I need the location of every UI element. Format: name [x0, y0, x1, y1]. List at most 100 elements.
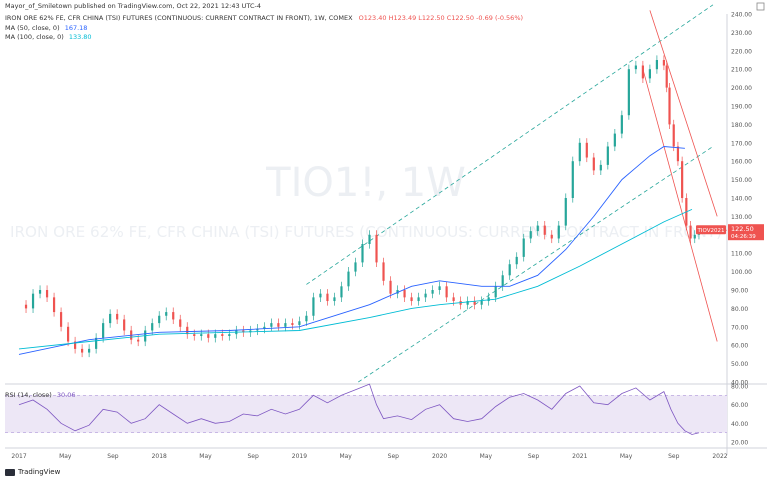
candle: [66, 326, 70, 342]
candle: [242, 330, 245, 333]
symbol-badge: TIOV2021: [697, 228, 725, 234]
candle: [102, 323, 105, 338]
rsi-tick-label: 20.00: [731, 440, 748, 447]
price-tick-label: 210.00: [731, 67, 752, 74]
price-tick-label: 50.00: [731, 361, 748, 368]
candle: [564, 198, 567, 226]
time-tick-label: 2018: [152, 453, 167, 460]
tradingview-icon: [5, 468, 15, 476]
candle: [45, 290, 49, 298]
time-tick-label: 2020: [432, 453, 447, 460]
candle: [487, 297, 490, 302]
candle: [270, 323, 273, 327]
ma50-legend[interactable]: MA (50, close, 0) 167.18: [5, 24, 87, 32]
settings-icon: [756, 2, 765, 11]
candle: [73, 341, 77, 349]
time-tick-label: Sep: [247, 453, 259, 460]
candle: [501, 275, 504, 287]
candle: [116, 313, 119, 320]
time-tick-label: 2017: [11, 453, 26, 460]
price-tick-label: 160.00: [731, 159, 752, 166]
candle: [452, 297, 455, 302]
candle: [305, 315, 308, 322]
price-badge-bg: [728, 224, 764, 241]
price-tick-label: 180.00: [731, 122, 752, 129]
candle: [340, 286, 343, 298]
candle: [571, 161, 574, 198]
rsi-tick-label: 40.00: [731, 421, 748, 428]
candle: [431, 290, 434, 294]
candle: [38, 290, 42, 294]
candle: [578, 142, 581, 162]
time-tick-label: Sep: [107, 453, 119, 460]
rsi-tick-label: 80.00: [731, 384, 748, 391]
candle: [655, 60, 659, 70]
time-tick-label: 2021: [572, 453, 587, 460]
candle: [179, 319, 182, 327]
rsi-value: 30.06: [56, 391, 76, 399]
candle: [165, 312, 168, 316]
candle: [665, 65, 668, 88]
candle: [347, 271, 350, 287]
candle: [284, 323, 287, 327]
price-tick-label: 230.00: [731, 30, 752, 37]
candle: [95, 337, 98, 349]
candle: [627, 69, 630, 116]
candle: [515, 256, 518, 265]
watermark-ticker: TIO1!, 1W: [265, 160, 466, 206]
candle: [424, 293, 427, 298]
candle: [536, 225, 539, 232]
ma50-line: [18, 146, 685, 355]
candle: [403, 290, 406, 298]
price-tick-label: 80.00: [731, 306, 748, 313]
candle: [689, 225, 692, 239]
candle: [480, 301, 483, 305]
candle: [668, 87, 671, 125]
candle: [172, 312, 175, 320]
candle: [361, 244, 364, 263]
price-tick-label: 130.00: [731, 214, 752, 221]
time-tick-label: Sep: [668, 453, 680, 460]
time-tick-label: May: [339, 453, 352, 460]
candle: [494, 286, 497, 298]
price-tick-label: 170.00: [731, 140, 752, 147]
price-tick-label: 70.00: [731, 324, 748, 331]
channel-lower-line: [358, 146, 714, 383]
candle: [52, 297, 56, 313]
ma50-label: MA (50, close, 0): [5, 24, 60, 32]
candle: [543, 225, 546, 235]
price-tick-label: 150.00: [731, 177, 752, 184]
candle: [382, 262, 385, 281]
ma100-value: 133.80: [68, 33, 92, 41]
candle: [634, 65, 637, 70]
price-tick-label: 40.00: [731, 380, 748, 387]
candle: [109, 313, 112, 324]
candle: [256, 328, 259, 331]
candle: [445, 286, 448, 298]
price-tick-label: 140.00: [731, 196, 752, 203]
publisher-line: Mayor_of_Smiletown published on TradingV…: [5, 2, 262, 10]
candle: [438, 286, 441, 290]
time-tick-label: May: [480, 453, 493, 460]
brand-label: TradingView: [18, 468, 61, 476]
downtrend-upper-line: [649, 10, 718, 217]
candle: [200, 334, 203, 336]
downtrend-lower-line: [642, 69, 718, 342]
rsi-band: [5, 395, 727, 433]
watermark-name: IRON ORE 62% FE, CFR CHINA (TSI) FUTURES…: [10, 223, 722, 241]
ma100-legend[interactable]: MA (100, close, 0) 133.80: [5, 33, 92, 41]
time-tick-label: May: [620, 453, 633, 460]
candle: [662, 60, 666, 66]
price-tick-label: 200.00: [731, 85, 752, 92]
tradingview-logo[interactable]: TradingView: [5, 468, 60, 476]
rsi-legend[interactable]: RSI (14, close) 30.06: [5, 391, 76, 399]
candle: [529, 231, 532, 239]
candle: [620, 115, 623, 134]
candle: [606, 146, 609, 165]
channel-upper-line: [306, 4, 714, 285]
candle: [123, 319, 126, 331]
symbol-badge-bg: [696, 225, 726, 235]
ohlc-values: O123.40 H123.49 L122.50 C122.50 -0.69 (-…: [358, 14, 524, 22]
time-tick-label: May: [59, 453, 72, 460]
